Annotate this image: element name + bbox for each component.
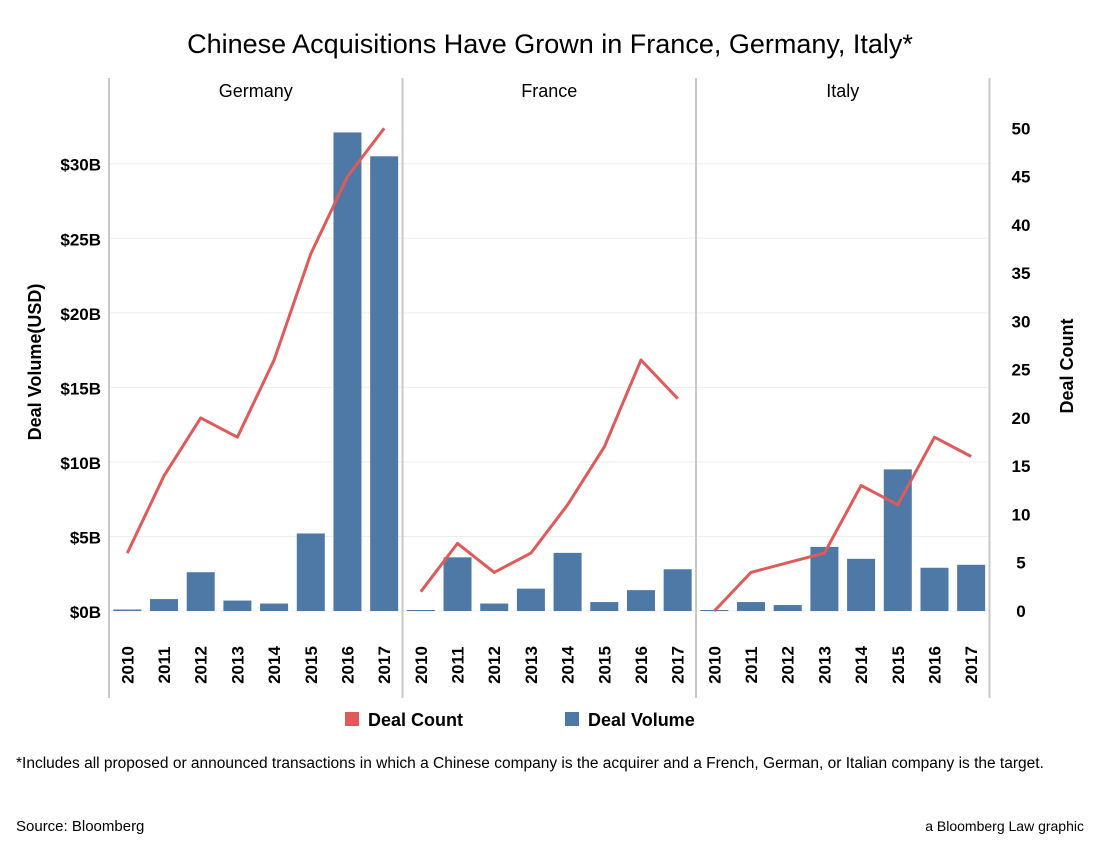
x-tick-label: 2010	[118, 646, 137, 684]
y2-tick-label: 20	[1012, 409, 1031, 428]
y-tick-label: $15B	[60, 379, 101, 398]
chart-title: Chinese Acquisitions Have Grown in Franc…	[187, 29, 913, 59]
bar-france-2017	[663, 569, 692, 611]
bar-italy-2014	[847, 558, 876, 611]
y-tick-label: $30B	[60, 156, 101, 175]
x-tick-label: 2013	[522, 646, 541, 684]
x-tick-label: 2013	[228, 646, 247, 684]
footnote: *Includes all proposed or announced tran…	[16, 755, 1044, 772]
y-tick-label: $5B	[70, 528, 101, 547]
y2-tick-label: 40	[1012, 216, 1031, 235]
bar-germany-2015	[296, 533, 325, 611]
source-note: Source: Bloomberg	[16, 818, 145, 835]
facet-labels: Germany France Italy	[219, 81, 860, 101]
bar-germany-2011	[150, 599, 179, 611]
legend-label-deal-count: Deal Count	[368, 710, 463, 730]
bar-france-2013	[516, 588, 545, 611]
chart-svg: Chinese Acquisitions Have Grown in Franc…	[25, 29, 1077, 730]
y2-tick-label: 15	[1012, 457, 1031, 476]
x-tick-label: 2012	[779, 646, 798, 684]
y2-tick-label: 5	[1016, 554, 1025, 573]
bar-germany-2010	[113, 609, 142, 611]
x-tick-label: 2016	[926, 646, 945, 684]
y2-tick-label: 10	[1012, 505, 1031, 524]
bar-germany-2012	[186, 572, 215, 611]
count-lines	[125, 127, 972, 613]
bar-germany-2016	[333, 132, 362, 611]
y2-tick-label: 35	[1012, 264, 1031, 283]
x-tick-label: 2016	[632, 646, 651, 684]
x-tick-label: 2012	[485, 646, 504, 684]
x-tick-label: 2017	[669, 646, 688, 684]
bar-france-2010	[406, 610, 435, 611]
y-tick-label: $0B	[70, 603, 101, 622]
bar-germany-2013	[223, 600, 252, 611]
x-tick-label: 2011	[449, 647, 468, 684]
y-tick-label: $10B	[60, 454, 101, 473]
x-tick-label: 2017	[375, 646, 394, 684]
y-tick-label: $20B	[60, 305, 101, 324]
y2-tick-label: 50	[1012, 119, 1031, 138]
bar-france-2012	[480, 603, 509, 611]
x-tick-label: 2012	[192, 646, 211, 684]
credit-note: a Bloomberg Law graphic	[925, 818, 1084, 834]
gridlines	[109, 163, 990, 612]
y2-tick-label: 30	[1012, 312, 1031, 331]
facet-label-germany: Germany	[219, 81, 293, 101]
facet-label-italy: Italy	[826, 81, 859, 101]
panel-dividers	[108, 78, 991, 698]
bar-italy-2011	[737, 602, 766, 611]
x-tick-label: 2015	[889, 646, 908, 684]
y2-tick-label: 0	[1016, 602, 1025, 621]
bar-italy-2016	[920, 567, 949, 611]
x-tick-label: 2015	[302, 646, 321, 684]
x-tick-label: 2011	[742, 647, 761, 684]
legend-swatch-deal-volume	[565, 712, 579, 726]
count-line-france	[419, 358, 679, 593]
x-tick-label: 2017	[962, 646, 981, 684]
bar-italy-2012	[773, 605, 802, 611]
count-line-germany	[125, 127, 386, 554]
bar-italy-2015	[883, 469, 912, 611]
x-tick-label: 2010	[412, 646, 431, 684]
x-tick-label: 2015	[595, 646, 614, 684]
bar-france-2015	[590, 602, 619, 611]
left-axis: $0B $5B $10B $15B $20B $25B $30B	[60, 156, 101, 622]
bar-germany-2017	[370, 156, 399, 612]
x-tick-label: 2014	[852, 646, 871, 684]
bar-germany-2014	[260, 603, 289, 611]
x-tick-label: 2014	[559, 646, 578, 684]
y2-tick-label: 45	[1012, 168, 1031, 187]
count-line-italy	[713, 435, 972, 613]
bar-italy-2013	[810, 546, 839, 611]
bars	[113, 132, 986, 612]
x-axis: 2010 2011 2012 2013 2014 2015 2016 2017 2010 2011…	[118, 646, 981, 684]
bar-italy-2017	[957, 564, 986, 611]
x-tick-label: 2013	[815, 646, 834, 684]
x-tick-label: 2016	[339, 646, 358, 684]
facet-label-france: France	[521, 81, 577, 101]
y2-axis-title: Deal Count	[1057, 318, 1077, 413]
bar-france-2014	[553, 552, 582, 611]
legend: Deal Count Deal Volume	[345, 710, 695, 730]
x-tick-label: 2014	[265, 646, 284, 684]
y2-tick-label: 25	[1012, 361, 1031, 380]
legend-swatch-deal-count	[345, 712, 359, 726]
y-axis-title: Deal Volume(USD)	[25, 284, 45, 441]
x-tick-label: 2010	[705, 646, 724, 684]
legend-label-deal-volume: Deal Volume	[588, 710, 695, 730]
y-tick-label: $25B	[60, 230, 101, 249]
x-tick-label: 2011	[155, 647, 174, 684]
bar-france-2016	[626, 590, 655, 611]
bar-france-2011	[443, 557, 472, 611]
right-axis: 0 5 10 15 20 25 30 35 40 45 50	[1012, 119, 1031, 621]
